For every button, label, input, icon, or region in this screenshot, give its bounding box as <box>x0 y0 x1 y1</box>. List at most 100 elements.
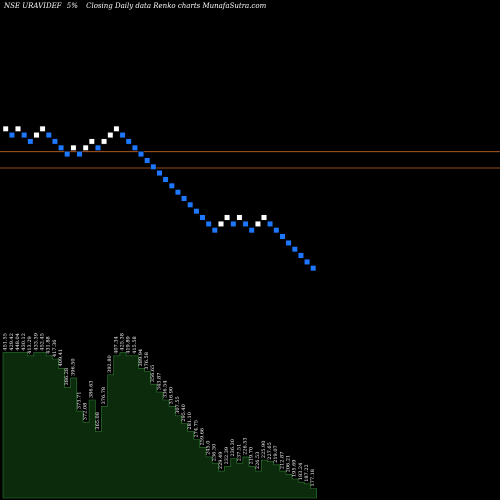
brick-27-down <box>162 176 169 183</box>
brick-value-label-26: 343.87 <box>156 373 162 391</box>
brick-value-label-8: 431.88 <box>46 336 52 354</box>
brick-43-up <box>261 214 267 221</box>
brick-value-label-5: 413.29 <box>27 336 33 354</box>
volume-area <box>2 352 318 499</box>
brick-value-label-35: 236.30 <box>212 444 218 462</box>
brick-value-label-48: 195.69 <box>292 460 298 478</box>
level-lines <box>0 151 500 169</box>
brick-38-down <box>230 220 237 227</box>
brick-value-label-17: 376.78 <box>101 387 107 405</box>
brick-31-down <box>187 201 194 208</box>
brick-46-down <box>279 233 286 240</box>
brick-value-label-6: 433.39 <box>33 333 39 351</box>
brick-value-label-27: 336.54 <box>163 381 169 399</box>
brick-37-up <box>224 214 230 221</box>
brick-value-label-22: 415.58 <box>132 336 138 354</box>
brick-value-label-50: 187.22 <box>304 464 310 482</box>
brick-value-labels: 451.55 429.42 448.04 430.12 413.29 433.39 452.… <box>3 333 317 486</box>
brick-value-label-4: 430.12 <box>21 333 27 351</box>
brick-value-label-11: 386.28 <box>64 368 70 386</box>
brick-value-label-31: 281.10 <box>187 412 193 430</box>
brick-48-down <box>291 246 298 253</box>
brick-value-label-47: 206.21 <box>286 455 292 473</box>
volume-profile <box>2 352 318 499</box>
brick-value-label-21: 419.89 <box>126 336 132 354</box>
brick-32-down <box>193 208 200 215</box>
brick-14-up <box>82 144 89 151</box>
brick-value-label-25: 356.65 <box>150 365 156 383</box>
brick-29-down <box>174 189 181 196</box>
brick-value-label-32: 274.75 <box>193 420 199 438</box>
brick-17-up <box>101 138 108 145</box>
brick-value-label-13: 373.71 <box>76 392 82 410</box>
brick-value-label-16: 365.08 <box>95 412 101 430</box>
brick-12-up <box>70 144 77 151</box>
brick-33-down <box>199 214 206 221</box>
brick-value-label-20: 425.38 <box>120 333 126 351</box>
brick-19-up <box>113 125 120 132</box>
brick-39-up <box>236 214 243 221</box>
brick-24-down <box>144 157 151 164</box>
brick-value-label-14: 372.08 <box>83 403 89 421</box>
brick-51-down <box>310 265 317 272</box>
brick-41-down <box>248 227 255 234</box>
brick-value-label-33: 259.66 <box>199 428 205 446</box>
brick-value-label-40: 226.53 <box>243 437 249 455</box>
brick-2-down <box>8 132 15 138</box>
brick-10-down <box>58 144 65 151</box>
brick-value-label-34: 245.0 <box>206 441 212 455</box>
brick-34-down <box>205 220 212 227</box>
brick-value-label-38: 236.30 <box>230 439 236 457</box>
brick-value-label-41: 219.70 <box>249 447 255 465</box>
brick-value-label-2: 429.42 <box>9 333 15 351</box>
brick-4-down <box>21 132 28 138</box>
brick-1-up <box>2 125 9 132</box>
brick-value-label-45: 219.07 <box>273 445 279 463</box>
brick-value-label-19: 407.34 <box>113 336 119 354</box>
brick-6-up <box>33 132 40 138</box>
brick-21-down <box>125 138 132 145</box>
brick-7-up <box>39 125 46 132</box>
header-change: 5% <box>67 2 78 10</box>
header-description: Closing Daily data Renko charts MunafaSu… <box>86 2 266 10</box>
brick-value-label-51: 177.18 <box>310 469 316 487</box>
brick-value-label-1: 451.55 <box>3 333 9 351</box>
brick-50-down <box>304 259 310 265</box>
brick-value-label-3: 448.04 <box>15 333 21 351</box>
brick-9-down <box>52 138 58 145</box>
brick-11-down <box>64 151 71 157</box>
brick-value-label-30: 295.40 <box>181 404 187 422</box>
brick-value-label-18: 392.80 <box>107 355 113 373</box>
brick-value-label-7: 452.45 <box>40 333 46 351</box>
brick-5-down <box>27 138 34 145</box>
brick-25-down <box>150 163 157 170</box>
brick-44-down <box>267 220 273 227</box>
brick-23-down <box>138 151 144 157</box>
brick-value-label-37: 232.39 <box>224 447 230 465</box>
brick-value-label-12: 396.50 <box>70 358 76 376</box>
brick-26-down <box>156 170 163 176</box>
brick-30-down <box>181 195 187 202</box>
renko-bricks <box>2 125 317 272</box>
brick-42-up <box>254 220 261 227</box>
brick-value-label-29: 307.55 <box>175 396 181 414</box>
brick-value-label-44: 227.65 <box>267 442 273 460</box>
brick-22-down <box>131 144 138 151</box>
brick-15-up <box>88 138 95 145</box>
brick-value-label-10: 409.41 <box>58 349 64 367</box>
brick-value-label-43: 225.90 <box>261 441 267 459</box>
brick-20-down <box>119 132 126 138</box>
brick-value-label-36: 229.49 <box>218 452 224 470</box>
brick-value-label-42: 226.53 <box>255 452 261 470</box>
brick-value-label-9: 417.36 <box>52 340 58 358</box>
brick-16-down <box>95 144 101 151</box>
chart-header: NSE URAVIDEF 5% Closing Daily data Renko… <box>3 2 267 10</box>
brick-value-label-49: 183.24 <box>298 463 304 481</box>
brick-value-label-46: 212.87 <box>279 452 285 470</box>
brick-13-down <box>76 151 83 157</box>
brick-35-down <box>211 227 218 234</box>
brick-value-label-24: 376.58 <box>144 352 150 370</box>
